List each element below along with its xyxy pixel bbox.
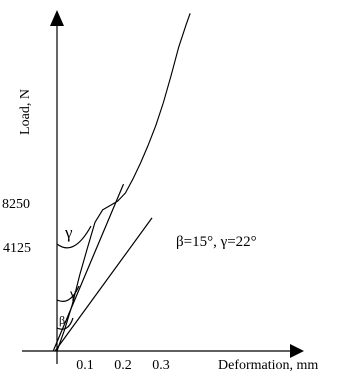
gamma-upper-arc (56, 225, 92, 249)
chart-root: Load, N Deformation, mm 0.1 0.2 0.3 4125… (2, 10, 318, 373)
y-tick-label-4125: 4125 (3, 241, 31, 256)
y-tick-label-8250: 8250 (2, 197, 30, 212)
reference-line-1 (52, 183, 125, 352)
x-tick-label-0.1: 0.1 (76, 358, 94, 373)
x-axis-arrowhead (290, 344, 304, 358)
y-axis-arrowhead (50, 10, 64, 26)
reference-line-2 (54, 217, 153, 352)
gamma-upper-label: γ (64, 223, 73, 242)
series-line-0 (56, 13, 191, 352)
beta-arc (56, 317, 74, 330)
gamma-lower-arc (56, 285, 80, 302)
gamma-lower-label: γ (69, 287, 76, 302)
x-tick-label-0.2: 0.2 (114, 358, 132, 373)
y-axis-label: Load, N (18, 89, 33, 135)
x-axis-label: Deformation, mm (218, 358, 318, 373)
beta-label: β (59, 313, 65, 327)
x-tick-label-0.3: 0.3 (152, 358, 170, 373)
angle-values-label: β=15°, γ=22° (176, 234, 257, 250)
